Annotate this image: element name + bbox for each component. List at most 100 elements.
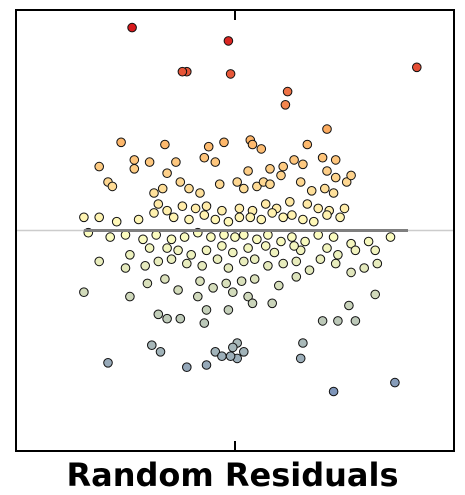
data-point [225,351,236,362]
data-point [247,298,258,309]
data-point [162,205,172,216]
data-point [175,177,186,187]
data-point [184,214,194,225]
data-point [245,212,256,223]
data-point [239,347,249,357]
data-point [140,261,150,271]
data-point [344,300,354,311]
data-point [138,234,148,245]
data-point [217,241,227,251]
data-point [144,243,155,253]
data-point [168,212,179,223]
data-point [157,183,168,194]
data-point [285,197,295,207]
data-point [190,203,201,214]
data-point [210,347,221,357]
data-point [116,137,126,148]
data-point [282,86,293,97]
data-point [203,141,214,152]
data-point [223,305,234,315]
data-point [330,172,341,183]
data-point [412,62,422,73]
data-point [129,164,140,174]
data-point [219,137,229,148]
data-point [260,199,271,209]
data-point [267,298,278,309]
data-point [228,287,238,298]
data-point [171,157,181,167]
data-point [280,100,291,110]
data-point [160,274,170,284]
data-point [228,342,238,353]
data-point [144,157,155,167]
data-point [278,258,289,269]
data-point [103,358,113,368]
data-point [210,157,221,167]
data-point [328,386,339,397]
data-point [125,250,135,260]
data-point [330,155,341,165]
data-point [247,139,258,150]
data-point [162,243,172,253]
data-point [232,177,242,187]
data-point [175,313,186,324]
data-point [147,340,157,351]
data-point [370,289,381,300]
data-point [385,232,396,242]
data-point [129,155,140,165]
data-point [179,232,190,242]
data-point [182,258,192,269]
data-point [263,261,273,271]
data-point [186,250,196,260]
data-point [298,338,308,348]
data-point [201,360,212,370]
data-point [289,241,299,251]
data-point [225,69,236,79]
data-point [256,144,267,154]
data-point [341,177,352,187]
data-point [173,245,183,256]
data-point [94,256,104,267]
data-point [239,256,249,267]
data-point [317,152,328,163]
data-point [223,263,234,273]
data-point [223,216,234,227]
data-point [287,232,297,242]
data-point [322,243,332,253]
data-point [260,241,271,251]
data-point [217,205,227,216]
data-point [313,203,324,214]
data-point [295,245,306,256]
data-point [265,179,275,189]
data-point [199,152,210,163]
data-point [265,164,275,174]
data-point [210,214,221,225]
data-point [370,245,381,256]
data-point [153,256,164,267]
data-point [199,210,210,220]
data-point [160,139,170,150]
data-point [243,243,253,253]
data-point [111,216,122,227]
data-point [304,265,315,276]
data-point [201,201,212,211]
data-point [287,210,297,220]
data-point [79,287,89,298]
data-point [236,276,247,287]
data-point [350,316,361,326]
data-point [214,179,225,189]
data-point [105,232,115,242]
data-point [350,245,361,256]
data-point [309,216,319,227]
data-point [252,234,262,245]
data-point [322,124,332,134]
data-point [328,232,339,242]
data-point [298,214,308,225]
data-point [359,263,370,273]
data-point [346,238,356,249]
data-point [149,208,159,218]
data-point [206,232,216,242]
data-point [322,166,332,176]
data-point [201,305,212,315]
data-point [197,261,207,271]
